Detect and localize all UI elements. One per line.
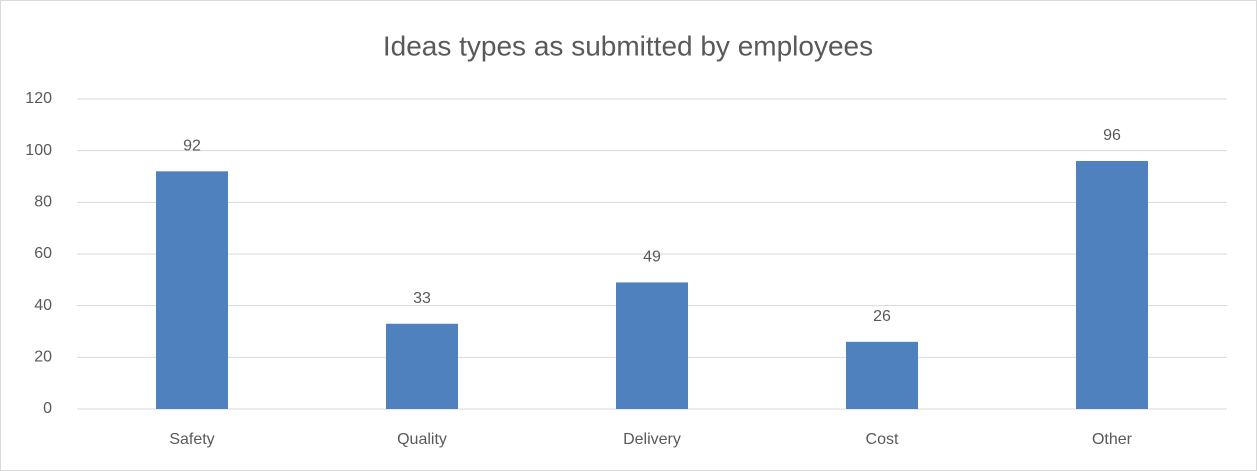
bar	[156, 171, 228, 409]
data-label: 92	[183, 138, 201, 155]
x-tick-label: Cost	[866, 431, 899, 448]
y-tick-label: 100	[25, 142, 52, 159]
data-label: 33	[413, 290, 431, 307]
x-tick-label: Delivery	[623, 431, 681, 448]
bar	[1076, 161, 1148, 409]
x-tick-label: Safety	[169, 431, 214, 448]
y-tick-label: 20	[34, 349, 52, 366]
data-label: 96	[1103, 127, 1121, 144]
x-tick-label: Quality	[397, 431, 447, 448]
y-tick-label: 120	[25, 90, 52, 107]
y-tick-label: 40	[34, 297, 52, 314]
y-tick-label: 0	[43, 400, 52, 417]
chart-title: Ideas types as submitted by employees	[383, 30, 873, 61]
bar	[616, 282, 688, 409]
y-tick-label: 60	[34, 245, 52, 262]
y-tick-label: 80	[34, 194, 52, 211]
data-label: 49	[643, 249, 661, 266]
data-label: 26	[873, 308, 891, 325]
bar	[846, 341, 918, 409]
bar	[386, 323, 458, 409]
x-tick-label: Other	[1092, 431, 1133, 448]
